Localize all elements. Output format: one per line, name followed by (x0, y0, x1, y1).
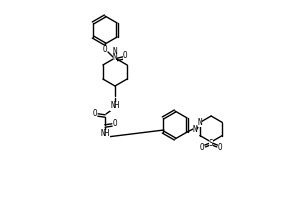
Text: O: O (218, 144, 222, 152)
Text: S: S (209, 138, 213, 148)
Text: NH: NH (100, 130, 109, 138)
Text: O: O (103, 46, 107, 54)
Text: NH: NH (110, 102, 120, 110)
Text: O: O (200, 144, 204, 152)
Text: N: N (113, 53, 117, 62)
Text: N: N (198, 118, 202, 127)
Text: O: O (113, 118, 117, 128)
Text: O: O (123, 51, 127, 60)
Text: N: N (113, 47, 117, 56)
Text: N: N (193, 124, 197, 134)
Text: O: O (93, 108, 97, 117)
